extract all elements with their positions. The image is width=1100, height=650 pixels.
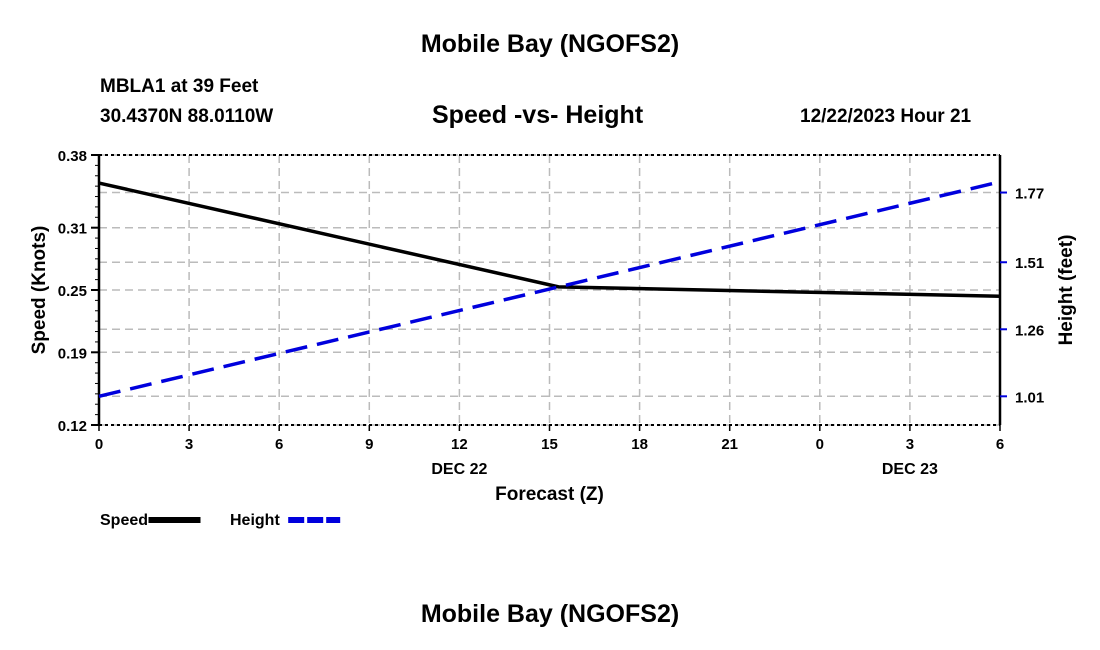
y2-tick-label: 1.26 <box>1015 322 1044 339</box>
y2-tick-label: 1.51 <box>1015 255 1044 272</box>
x-tick-label: 18 <box>631 436 648 453</box>
station-label: MBLA1 at 39 Feet <box>100 76 259 97</box>
series-line-speed <box>98 181 1001 298</box>
x-tick-label: 9 <box>365 436 373 453</box>
x-tick-label: 0 <box>95 436 103 453</box>
series-line-height <box>98 180 1001 399</box>
date-label: DEC 22 <box>431 461 487 478</box>
x-tick-label: 6 <box>275 436 283 453</box>
x-tick-label: 3 <box>185 436 193 453</box>
x-tick-label: 15 <box>541 436 558 453</box>
x-tick-label: 12 <box>451 436 468 453</box>
y2-tick-label: 1.01 <box>1015 389 1044 406</box>
y-tick-label: 0.31 <box>58 221 87 238</box>
y2-tick-label: 1.77 <box>1015 186 1044 203</box>
x-tick-label: 21 <box>721 436 738 453</box>
legend-label-height: Height <box>230 512 280 529</box>
station-coordinates: 30.4370N 88.0110W <box>100 106 274 127</box>
y-tick-label: 0.19 <box>58 345 87 362</box>
x-axis-label: Forecast (Z) <box>495 484 604 505</box>
x-tick-label: 6 <box>996 436 1004 453</box>
y-tick-label: 0.12 <box>58 418 87 435</box>
y-axis-label: Speed (Knots) <box>29 226 50 355</box>
legend-label-speed: Speed <box>100 512 148 529</box>
footer-title: Mobile Bay (NGOFS2) <box>420 600 680 628</box>
y2-axis-label: Height (feet) <box>1056 235 1077 346</box>
x-tick-label: 0 <box>816 436 824 453</box>
chart-title: Speed -vs- Height <box>432 101 644 129</box>
forecast-datetime: 12/22/2023 Hour 21 <box>800 106 972 127</box>
date-label: DEC 23 <box>882 461 938 478</box>
x-tick-label: 3 <box>906 436 914 453</box>
main-title: Mobile Bay (NGOFS2) <box>420 30 680 58</box>
y-tick-label: 0.25 <box>58 283 87 300</box>
y-tick-label: 0.38 <box>58 148 87 165</box>
